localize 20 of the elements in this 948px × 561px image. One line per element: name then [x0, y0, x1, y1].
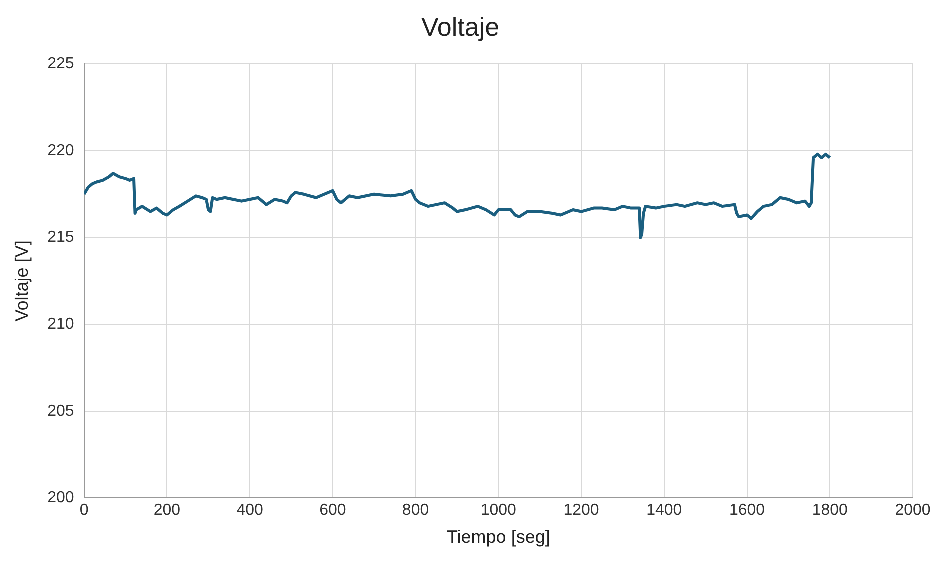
y-axis-title: Voltaje [V]	[12, 240, 32, 322]
x-tick-label: 1200	[564, 502, 600, 520]
y-tick-label: 225	[48, 56, 74, 73]
x-tick-label: 400	[236, 502, 264, 520]
x-axis-title: Tiempo [seg]	[446, 527, 550, 548]
y-tick-label: 205	[48, 402, 74, 420]
y-tick-label: 210	[48, 316, 74, 334]
x-tick-label: 600	[320, 502, 346, 520]
x-tick-label: 1600	[729, 502, 766, 520]
x-tick-label: 1800	[812, 502, 848, 520]
y-tick-label: 220	[48, 142, 74, 160]
x-tick-label: 200	[154, 502, 181, 520]
x-tick-label: 1000	[480, 502, 517, 520]
y-tick-label: 215	[48, 229, 74, 246]
x-tick-label: 2000	[895, 502, 931, 520]
x-tick-label: 800	[402, 502, 430, 520]
x-tick-label: 1400	[646, 502, 682, 520]
y-tick-label: 200	[48, 490, 74, 507]
x-tick-label: 0	[80, 502, 89, 520]
chart-title: Voltaje	[421, 12, 500, 42]
